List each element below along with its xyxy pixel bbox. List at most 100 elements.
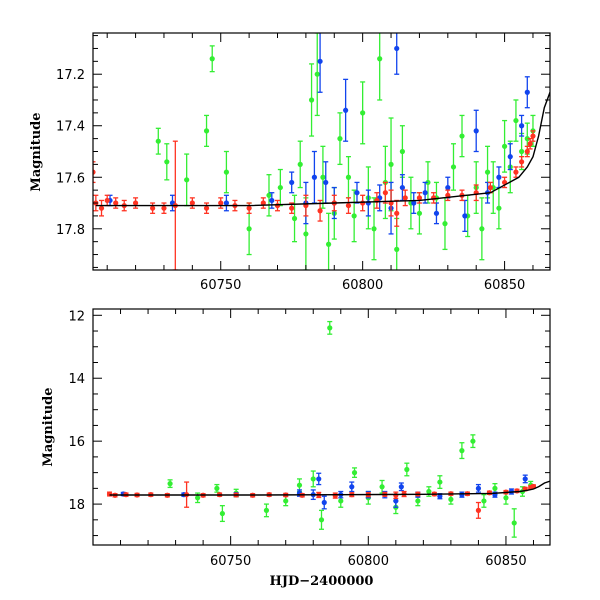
data-point	[475, 501, 482, 519]
data-point	[266, 174, 272, 217]
data-point	[132, 197, 139, 209]
data-point	[433, 202, 440, 225]
data-point	[317, 33, 323, 93]
y-tick-label: 17.8	[56, 223, 85, 238]
data-point	[93, 161, 96, 184]
data-point	[519, 156, 525, 168]
y-tick-label: 16	[68, 435, 85, 450]
data-point	[263, 503, 270, 518]
data-point	[470, 434, 476, 449]
data-point	[203, 114, 210, 147]
y-tick-label: 17.2	[56, 68, 85, 83]
data-point	[394, 33, 400, 75]
data-point	[431, 192, 437, 204]
x-tick-label: 60850	[484, 278, 525, 293]
x-tick-label: 60850	[485, 554, 526, 569]
data-point	[481, 494, 487, 508]
data-point	[223, 150, 230, 194]
plot-area	[106, 320, 550, 538]
data-point	[277, 168, 283, 207]
plot-area	[93, 33, 550, 270]
data-point	[479, 197, 485, 261]
data-point	[289, 171, 295, 194]
data-point	[218, 197, 224, 209]
data-point	[360, 81, 366, 145]
data-point	[513, 166, 519, 178]
data-point	[459, 491, 465, 498]
data-point	[155, 127, 161, 155]
data-point	[351, 189, 357, 243]
data-point	[349, 481, 355, 493]
data-point	[113, 197, 119, 209]
data-point	[496, 186, 502, 230]
data-point	[426, 486, 432, 497]
data-point	[393, 491, 399, 500]
data-point	[445, 189, 451, 202]
data-point	[345, 197, 352, 214]
data-point	[379, 479, 385, 494]
data-point	[450, 143, 457, 191]
data-point	[311, 150, 318, 204]
data-point	[246, 202, 252, 214]
y-tick-label: 14	[68, 372, 85, 387]
data-point	[475, 483, 482, 493]
data-point	[189, 197, 195, 209]
y-tick-label: 12	[68, 309, 85, 324]
y-tick-label: 18	[68, 498, 85, 513]
data-point	[437, 475, 443, 490]
x-tick-label: 60750	[200, 278, 241, 293]
data-point	[398, 482, 404, 492]
model-curve	[95, 92, 550, 207]
top-panel: 60750 60800 60850 17.2 17.4 17.6 17.8 Magnitude	[29, 32, 551, 293]
data-point	[209, 45, 215, 73]
data-point	[351, 467, 358, 478]
x-tick-label: 60750	[210, 554, 251, 569]
data-point	[314, 33, 320, 117]
data-point	[321, 495, 327, 510]
data-point	[98, 199, 105, 217]
data-point	[343, 78, 349, 142]
data-point	[374, 192, 380, 209]
data-point	[442, 197, 448, 251]
data-point	[511, 508, 517, 538]
data-point	[274, 199, 281, 212]
data-point	[219, 505, 225, 523]
data-point	[501, 176, 508, 189]
data-point	[399, 125, 405, 178]
data-point	[394, 217, 400, 270]
model-curve	[109, 480, 550, 496]
data-point	[377, 184, 383, 212]
x-tick-label: 60800	[348, 554, 389, 569]
data-point	[507, 143, 513, 171]
y-axis-label: Magnitude	[41, 387, 56, 466]
data-point	[297, 140, 303, 189]
data-point	[283, 495, 289, 507]
data-point	[371, 197, 377, 261]
data-point	[323, 161, 329, 204]
data-point	[530, 130, 536, 142]
data-point	[161, 202, 167, 214]
data-point	[223, 194, 230, 212]
data-point	[203, 202, 210, 214]
data-point	[416, 192, 423, 204]
data-point	[377, 33, 383, 101]
data-point	[332, 492, 338, 499]
data-point	[394, 199, 400, 227]
data-point	[291, 194, 298, 243]
data-point	[167, 479, 173, 489]
data-point	[382, 181, 388, 204]
series-blue	[120, 472, 528, 510]
data-point	[316, 472, 322, 486]
data-point	[524, 76, 530, 109]
y-tick-label: 17.6	[56, 171, 85, 186]
axes-frame	[92, 308, 551, 546]
data-point	[462, 199, 468, 233]
data-point	[354, 181, 360, 204]
data-point	[524, 145, 530, 158]
data-point	[310, 470, 316, 488]
data-point	[104, 194, 110, 207]
data-point	[513, 99, 519, 142]
data-point	[365, 189, 371, 217]
data-point	[402, 189, 408, 207]
